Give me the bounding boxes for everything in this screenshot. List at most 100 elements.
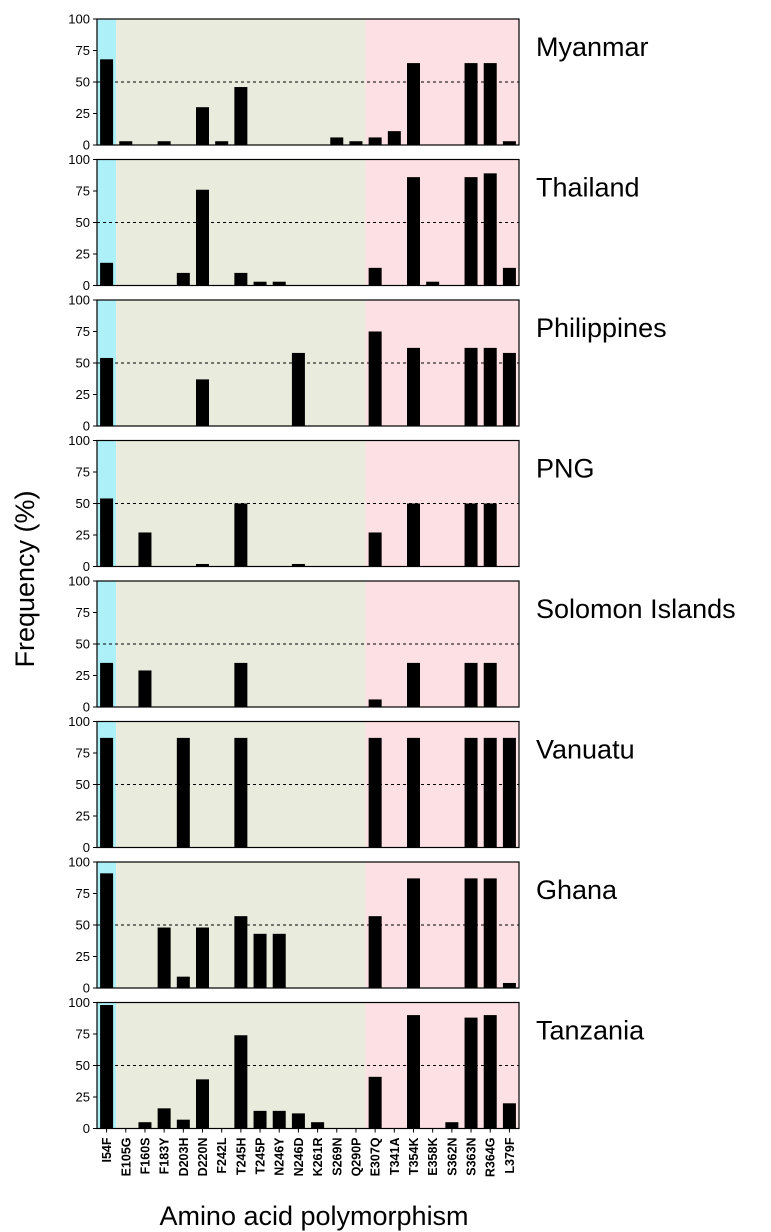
y-tick-label: 75 — [76, 465, 90, 480]
bar-s363n — [464, 503, 478, 567]
bar-t354k — [407, 63, 420, 145]
panel-vanuatu: 0 25 50 75 100 Vanuatu — [68, 714, 634, 855]
bar-t354k — [407, 503, 420, 567]
panel-tanzania: 0 25 50 75 100 Tanzania — [68, 995, 645, 1136]
bar-d203h — [176, 1119, 190, 1129]
bar-n246d — [291, 1113, 305, 1129]
x-tick-label: E358K — [426, 1138, 440, 1176]
x-tick-label: E105G — [119, 1138, 133, 1177]
x-tick-label: N246D — [292, 1138, 306, 1177]
panel-title: Tanzania — [536, 1016, 645, 1046]
bar-s363n — [464, 1017, 478, 1129]
x-tick-label: T354K — [407, 1138, 421, 1176]
y-tick-label: 100 — [68, 293, 90, 308]
bar-e307q — [368, 1076, 382, 1129]
y-tick-label: 100 — [68, 855, 90, 870]
bar-s362n — [445, 1122, 459, 1129]
bar-t354k — [407, 878, 420, 988]
bar-s363n — [464, 878, 478, 988]
bar-n246y — [272, 1110, 286, 1129]
x-tick-label: E307Q — [369, 1137, 383, 1176]
bar-l379f — [502, 737, 516, 848]
y-tick-label: 25 — [76, 106, 90, 121]
panel-title: Solomon Islands — [536, 594, 736, 624]
y-tick-label: 25 — [76, 528, 90, 543]
bar-i54f — [100, 357, 114, 426]
bar-i54f — [100, 1005, 114, 1129]
x-tick-label: D203H — [177, 1138, 191, 1177]
y-tick-label: 100 — [68, 995, 90, 1010]
x-tick-label: D220N — [196, 1138, 210, 1177]
bar-t354k — [407, 177, 420, 286]
panel-title: PNG — [536, 454, 595, 484]
x-tick-label: T245P — [254, 1138, 268, 1175]
y-tick-label: 0 — [83, 559, 90, 574]
x-tick-label: F242L — [215, 1137, 229, 1173]
y-tick-label: 100 — [68, 12, 90, 27]
bar-i54f — [100, 662, 114, 707]
y-tick-label: 25 — [76, 949, 90, 964]
x-tick-label: F160S — [138, 1138, 152, 1175]
bar-r364g — [483, 347, 497, 426]
bar-n246y — [272, 281, 286, 286]
panel-title: Thailand — [536, 173, 640, 203]
bar-r364g — [483, 1015, 497, 1129]
bar-e307q — [368, 916, 382, 988]
x-tick-label: K261R — [311, 1138, 325, 1177]
y-tick-label: 100 — [68, 152, 90, 167]
x-tick-label: T245H — [234, 1138, 248, 1176]
bar-t354k — [407, 662, 420, 707]
y-tick-label: 25 — [76, 387, 90, 402]
bar-r364g — [483, 63, 497, 145]
bar-f160s — [138, 1122, 152, 1129]
bar-k261r — [311, 1122, 325, 1129]
bar-d220n — [196, 927, 209, 988]
bar-e307q — [368, 267, 382, 286]
y-tick-label: 0 — [83, 840, 90, 855]
bar-r364g — [483, 503, 497, 567]
y-tick-label: 75 — [76, 184, 90, 199]
y-tick-label: 0 — [83, 981, 90, 996]
y-tick-label: 75 — [76, 324, 90, 339]
bar-t245h — [234, 662, 248, 707]
bar-f183y — [157, 141, 171, 145]
x-tick-label: I54F — [100, 1137, 114, 1162]
panel-png: 0 25 50 75 100 PNG — [68, 433, 594, 574]
y-tick-label: 25 — [76, 809, 90, 824]
panel-ghana: 0 25 50 75 100 Ghana — [68, 855, 618, 996]
y-tick-label: 25 — [76, 668, 90, 683]
bar-n246d — [291, 352, 305, 426]
bar-t354k — [407, 737, 420, 848]
bar-s363n — [464, 737, 478, 848]
bar-d220n — [196, 563, 209, 567]
y-tick-label: 50 — [76, 918, 90, 933]
panel-thailand: 0 25 50 75 100 Thailand — [68, 152, 639, 293]
bar-r364g — [483, 173, 497, 286]
bar-f183y — [157, 1108, 171, 1129]
bar-d203h — [176, 272, 190, 286]
bar-l379f — [502, 1103, 516, 1129]
y-tick-label: 25 — [76, 247, 90, 262]
bar-t354k — [407, 1015, 420, 1129]
panel-title: Philippines — [536, 313, 667, 343]
bar-s269n — [330, 137, 344, 145]
bar-i54f — [100, 873, 114, 988]
bar-t341a — [387, 131, 401, 145]
x-tick-label: S362N — [445, 1138, 459, 1176]
bar-t245h — [234, 272, 248, 286]
y-tick-label: 0 — [83, 138, 90, 153]
bar-t245p — [253, 933, 267, 988]
bar-i54f — [100, 59, 114, 145]
y-tick-label: 50 — [76, 215, 90, 230]
y-tick-label: 50 — [76, 777, 90, 792]
bar-t245h — [234, 503, 248, 567]
y-axis-title: Frequency (%) — [10, 490, 40, 667]
bar-f242l — [215, 141, 229, 145]
bar-n246d — [291, 563, 305, 567]
bar-e307q — [368, 331, 382, 426]
bar-n246y — [272, 933, 286, 988]
y-tick-label: 100 — [68, 574, 90, 589]
bar-t245h — [234, 1035, 248, 1129]
y-tick-label: 75 — [76, 43, 90, 58]
